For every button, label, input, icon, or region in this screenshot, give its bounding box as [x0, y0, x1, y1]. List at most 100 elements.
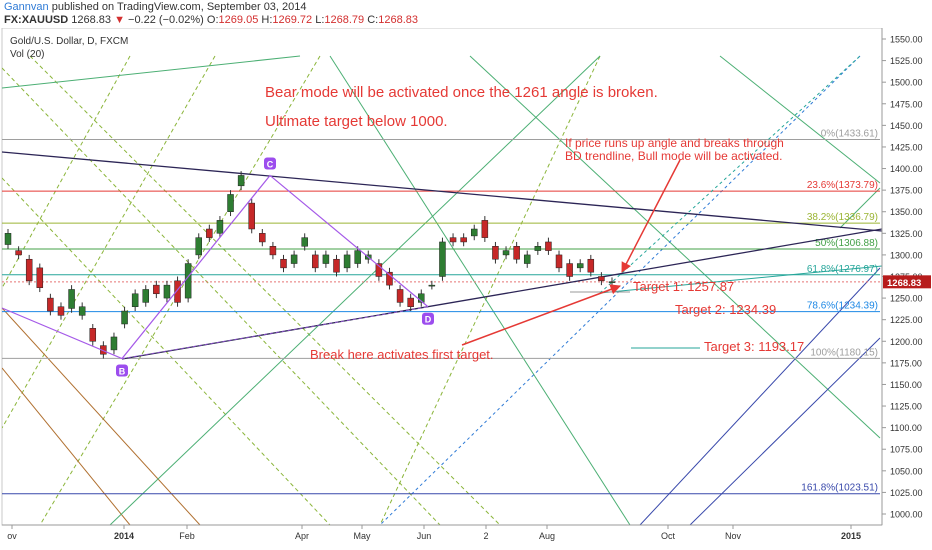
- candle-body-27: [290, 254, 298, 264]
- annotation-bear: Bear mode will be activated once the 126…: [265, 84, 658, 130]
- gann-fan-lines: [2, 55, 881, 525]
- price-tick-label-16: 1400.00: [890, 164, 923, 174]
- annotation-bull: If price runs up angle and breaks throug…: [565, 136, 784, 163]
- candle-body-50: [534, 246, 542, 251]
- publish-line: Gannvan published on TradingView.com, Se…: [4, 1, 307, 14]
- break-text: Break here activates first target.: [310, 347, 494, 362]
- candle-body-19: [206, 228, 213, 238]
- price-tick-label-4: 1100.00: [890, 423, 922, 433]
- candle-body-18: [195, 237, 202, 256]
- candle-body-41: [439, 241, 446, 277]
- candle-body-22: [237, 175, 245, 187]
- price-tick-label-5: 1125.00: [890, 402, 922, 412]
- high-label: H:: [261, 14, 273, 26]
- candle-body-36: [386, 271, 393, 286]
- candle-body-33: [354, 250, 361, 264]
- candle-body-17: [184, 263, 192, 299]
- bull-arrow: [621, 159, 681, 273]
- candle-body-55: [587, 258, 595, 273]
- candle-body-24: [259, 233, 266, 243]
- ultimate-target-text: Ultimate target below 1000.: [265, 113, 448, 130]
- candle-body-47: [502, 250, 510, 256]
- candle-body-30: [322, 254, 330, 264]
- high-value: 1269.72: [272, 14, 313, 26]
- candle-body-35: [375, 263, 383, 277]
- candle-body-8: [89, 328, 97, 342]
- candle-body-32: [343, 254, 351, 269]
- candle-body-4: [47, 297, 54, 312]
- annotations: [461, 159, 681, 346]
- price-tick-label-19: 1475.00: [890, 99, 923, 109]
- price-tick-label-7: 1175.00: [890, 358, 922, 368]
- rising-angle-line: [599, 55, 861, 294]
- bear-mode-text: Bear mode will be activated once the 126…: [265, 84, 658, 101]
- candle-body-31: [333, 258, 340, 273]
- abcd-pattern[interactable]: B C D: [1, 157, 434, 377]
- time-tick-label-9: Nov: [725, 531, 742, 541]
- time-tick-label-7: Aug: [539, 531, 555, 541]
- price-tick-label-10: 1250.00: [890, 294, 923, 304]
- price-change: −0.22 (−0.02%): [128, 14, 204, 26]
- quote-line: FX:XAUUSD 1268.83 ▼ −0.22 (−0.02%) O:126…: [4, 14, 418, 27]
- open-value: 1269.05: [218, 14, 259, 26]
- bd-connector: [121, 306, 429, 359]
- pivot-label-d: D: [425, 315, 432, 325]
- time-tick-label-6: 2: [483, 531, 488, 541]
- upper-trendline: [2, 151, 882, 232]
- candle-body-20: [216, 220, 224, 234]
- price-tick-label-13: 1325.00: [890, 229, 923, 239]
- fib-level-label-3: 50%(1306.88): [815, 238, 878, 249]
- gann-line-15: [639, 267, 881, 525]
- candle-body-7: [78, 306, 86, 316]
- bull-mode-text-2: BD trendline, Bull mode will be activate…: [565, 149, 782, 163]
- abcd-legs: [1, 174, 429, 360]
- candle-body-54: [576, 263, 584, 269]
- price-axis[interactable]: 1000.00 1025.00 1050.00 1075.00 1100.00 1125.…: [881, 28, 931, 525]
- time-tick-label-1: 2014: [114, 531, 134, 541]
- candle-body-1: [15, 250, 22, 256]
- gann-line-1: [2, 55, 216, 429]
- candle-body-13: [142, 289, 150, 303]
- candle-body-45: [481, 220, 489, 238]
- price-tick-label-20: 1500.00: [890, 78, 923, 88]
- candle-body-49: [523, 254, 531, 264]
- time-tick-label-0: ov: [7, 531, 17, 541]
- candle-body-16: [174, 280, 181, 303]
- price-tick-label-2: 1050.00: [890, 466, 923, 476]
- price-tick-label-18: 1450.00: [890, 121, 923, 131]
- gann-line-11: [109, 55, 601, 525]
- candle-body-0: [4, 233, 12, 245]
- price-chart[interactable]: 0%(1433.61) 23.6%(1373.79) 38.2%(1336.79) 5…: [0, 28, 932, 550]
- candle-body-40: [428, 284, 436, 287]
- candle-body-53: [566, 263, 573, 277]
- candle-body-28: [301, 237, 308, 247]
- chart-header: Gannvan published on TradingView.com, Se…: [0, 0, 932, 28]
- candle-body-38: [407, 297, 414, 307]
- down-arrow-icon: ▼: [114, 14, 125, 26]
- low-value: 1268.79: [324, 14, 365, 26]
- gann-line-3: [2, 67, 441, 525]
- gann-line-14: [379, 55, 861, 525]
- open-label: O:: [206, 14, 219, 26]
- candle-body-10: [110, 336, 118, 351]
- fib-level-label-1: 23.6%(1373.79): [807, 180, 878, 191]
- close-label: C:: [367, 14, 379, 26]
- time-axis[interactable]: ov 2014 Feb Apr May Jun 2 Aug Oct Nov 2015: [2, 524, 882, 541]
- gann-line-9: [329, 55, 631, 525]
- close-value: 1268.83: [378, 14, 418, 26]
- last-price-badge-label: 1268.83: [887, 278, 921, 289]
- fib-level-label-5: 78.6%(1234.39): [807, 301, 878, 312]
- candle-body-12: [131, 293, 139, 307]
- candle-body-3: [36, 267, 44, 288]
- last-price: 1268.83: [71, 14, 111, 26]
- time-tick-label-8: Oct: [661, 531, 676, 541]
- candle-body-29: [312, 254, 319, 269]
- price-tick-label-17: 1425.00: [890, 142, 923, 152]
- candle-body-11: [121, 310, 128, 325]
- legend-title: Gold/U.S. Dollar, D, FXCM: [10, 36, 128, 47]
- fib-level-label-6: 100%(1180.15): [810, 347, 878, 358]
- time-tick-label-4: May: [353, 531, 371, 541]
- target-3-label: Target 3: 1193.17: [704, 339, 804, 354]
- author-link[interactable]: Gannvan: [4, 1, 49, 13]
- price-tick-label-8: 1200.00: [890, 337, 923, 347]
